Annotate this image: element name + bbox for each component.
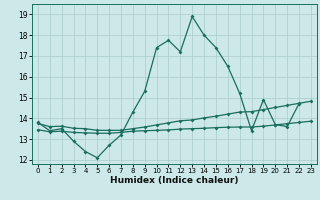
X-axis label: Humidex (Indice chaleur): Humidex (Indice chaleur) xyxy=(110,176,239,185)
